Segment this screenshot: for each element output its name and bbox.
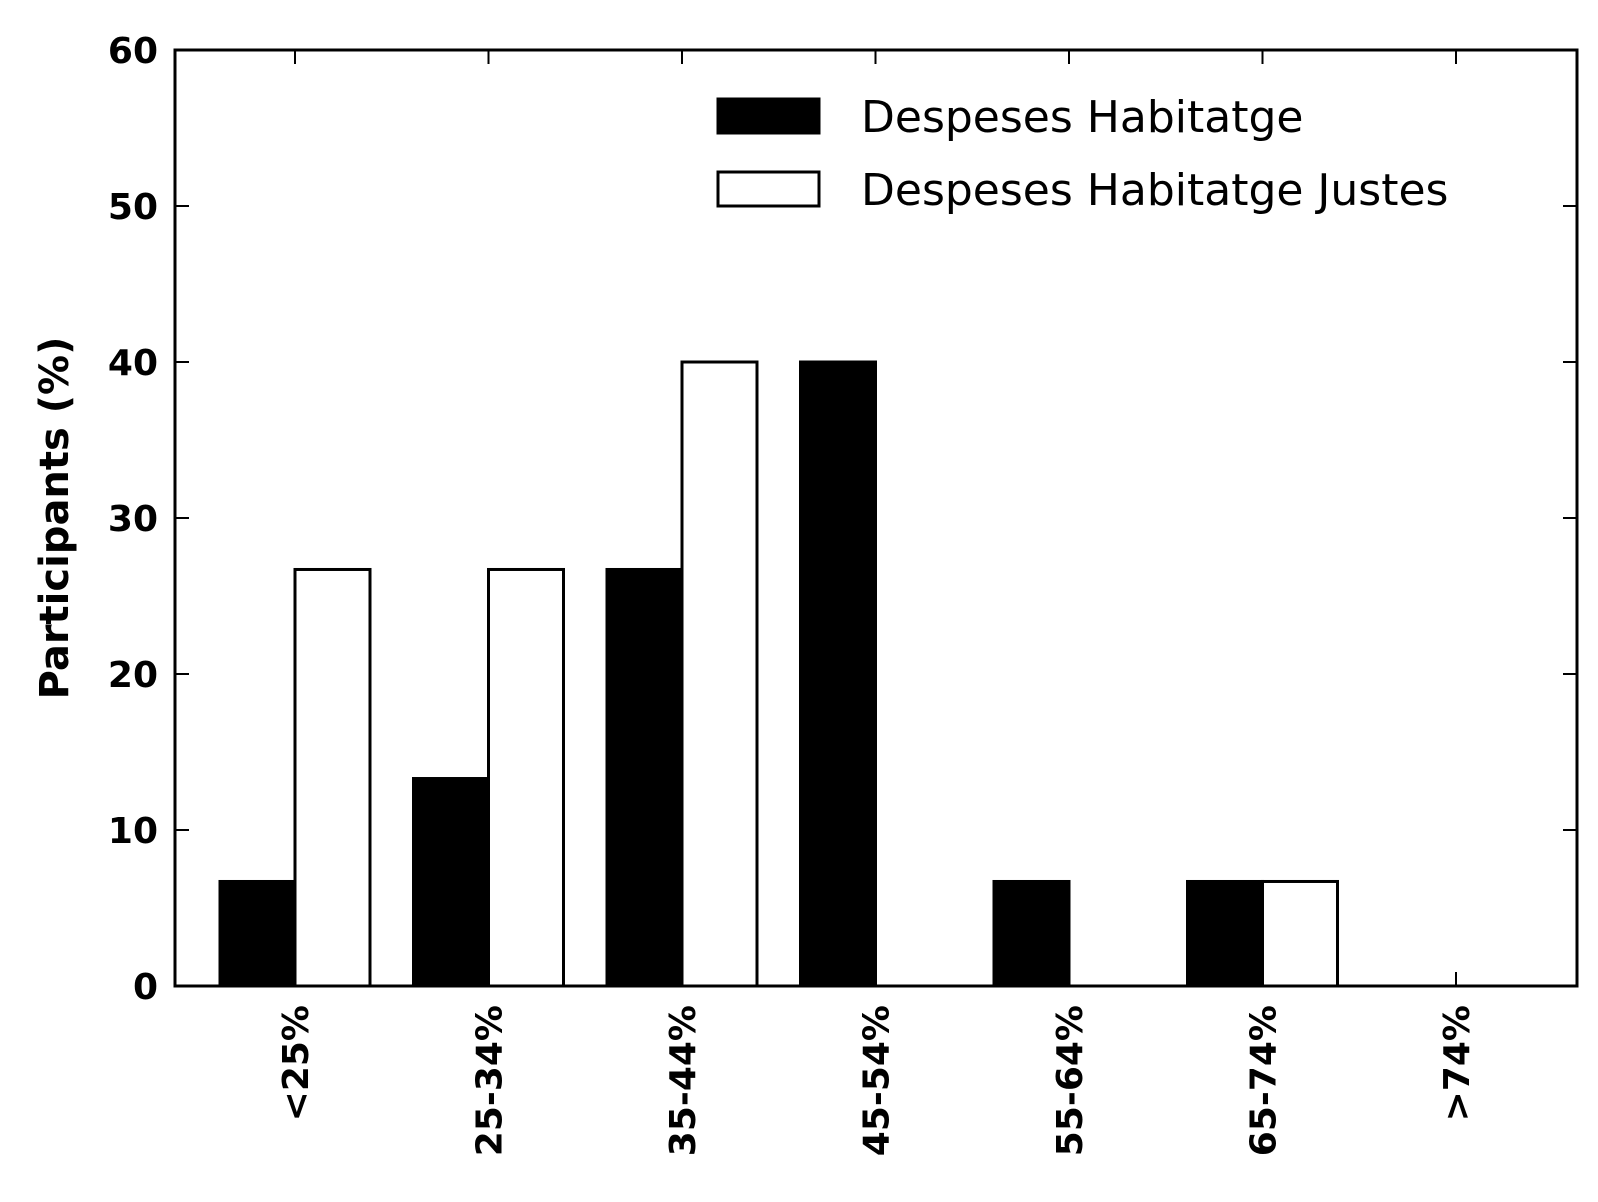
legend-swatch-0 [716,97,821,135]
bar-despeses-habitatge-2 [605,567,684,988]
x-tick-label-4: 55-64% [1050,1005,1091,1156]
plot-frame [173,48,1579,988]
bar-despeses-habitatge-0 [218,879,297,988]
x-tick-label-6: >74% [1437,1005,1478,1121]
bar-despeses-habitatge-3 [799,360,877,988]
bar-despeses-habitatge-justes-2 [680,360,759,988]
bar-despeses-habitatge-justes-1 [487,567,565,988]
x-tick-label-5: 65-74% [1244,1005,1285,1156]
y-tick-label-1: 10 [108,811,158,852]
y-tick-label-3: 30 [108,499,158,540]
ticks-layer [175,50,1577,986]
x-tick-label-1: 25-34% [470,1005,511,1156]
y-axis-label: Participants (%) [32,337,78,700]
x-tick-label-0: <25% [276,1005,317,1121]
bar-despeses-habitatge-justes-5 [1261,879,1339,988]
bar-despeses-habitatge-1 [412,777,490,988]
x-tick-label-2: 35-44% [663,1005,704,1156]
y-tick-label-0: 0 [133,967,158,1008]
legend-swatch-1 [716,170,821,208]
y-tick-label-5: 50 [108,187,158,228]
legend-label-1: Despeses Habitatge Justes [861,165,1448,216]
legend: Despeses Habitatge Despeses Habitatge Jus… [716,92,1448,216]
bar-despeses-habitatge-justes-0 [293,567,372,988]
x-tick-labels: <25% 25-34% 35-44% 45-54% 55-64% 65-74% >74% [276,1005,1478,1156]
y-tick-label-2: 20 [108,655,158,696]
y-tick-label-6: 60 [108,31,158,72]
bars-layer [218,360,1339,988]
bar-despeses-habitatge-4 [992,879,1071,988]
x-tick-label-3: 45-54% [857,1005,898,1156]
y-tick-labels: 0 10 20 30 40 50 60 [108,31,158,1008]
legend-label-0: Despeses Habitatge [861,92,1303,143]
bar-despeses-habitatge-5 [1186,879,1264,988]
y-tick-label-4: 40 [108,343,158,384]
